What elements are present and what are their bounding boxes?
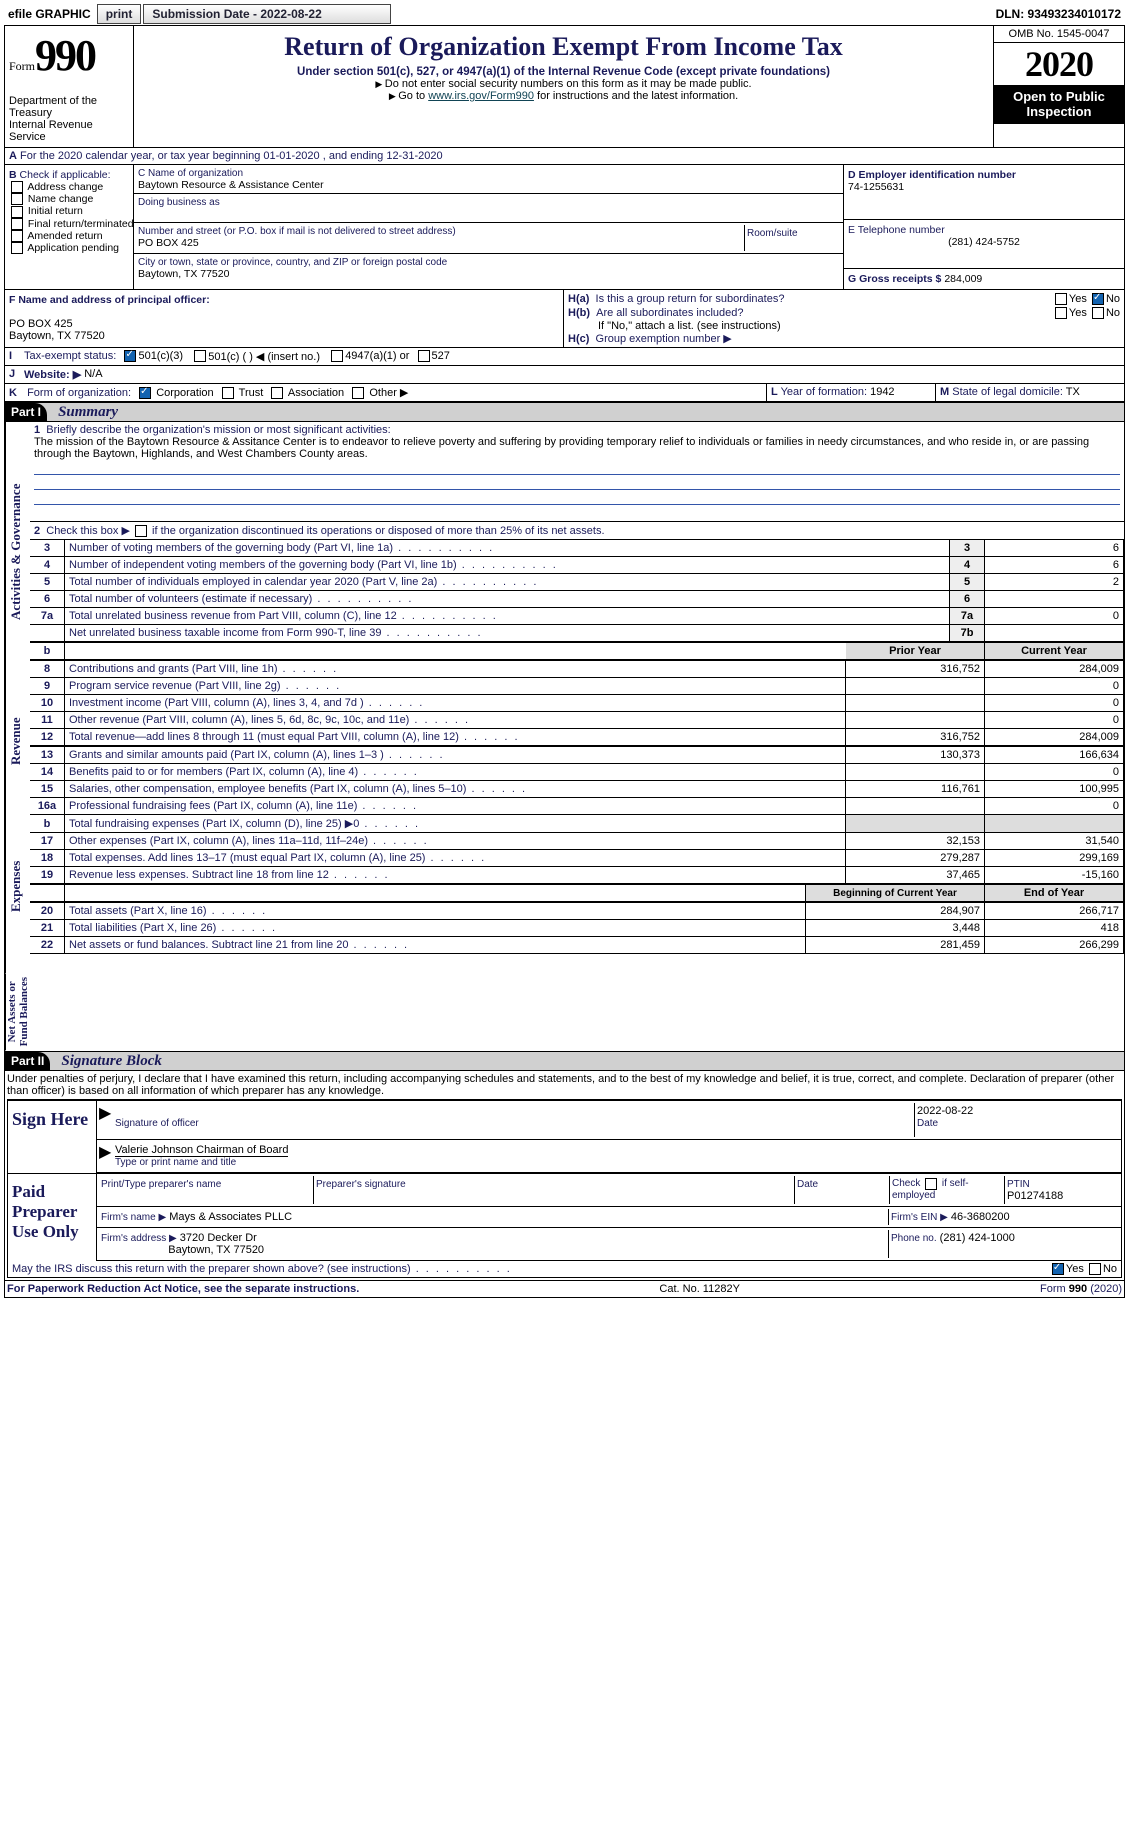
governance-rows: 3Number of voting members of the governi… bbox=[30, 539, 1124, 642]
open-public: Open to Public Inspection bbox=[994, 86, 1124, 124]
501c3-check-icon bbox=[124, 350, 136, 362]
section-c: C Name of organization Baytown Resource … bbox=[134, 165, 844, 289]
section-a: A For the 2020 calendar year, or tax yea… bbox=[5, 148, 1124, 165]
print-button[interactable]: print bbox=[97, 4, 142, 24]
gross-receipts: 284,009 bbox=[944, 273, 982, 285]
mission-text: The mission of the Baytown Resource & As… bbox=[34, 436, 1089, 460]
hint-link: Go to www.irs.gov/Form990 for instructio… bbox=[138, 90, 989, 102]
topbar: efile GRAPHIC print Submission Date - 20… bbox=[4, 4, 1125, 24]
form-container: Form990 Department of the Treasury Inter… bbox=[4, 25, 1125, 1298]
section-h: H(a) Is this a group return for subordin… bbox=[564, 290, 1124, 347]
revenue-rows: 8Contributions and grants (Part VIII, li… bbox=[30, 660, 1124, 746]
netassets-rows: 20Total assets (Part X, line 16)284,9072… bbox=[30, 902, 1124, 954]
org-name: Baytown Resource & Assistance Center bbox=[138, 179, 324, 191]
form-subtitle: Under section 501(c), 527, or 4947(a)(1)… bbox=[138, 66, 989, 78]
part1-bar: Part I Summary bbox=[5, 402, 1124, 422]
expense-rows: 13Grants and similar amounts paid (Part … bbox=[30, 746, 1124, 884]
form-header: Form990 Department of the Treasury Inter… bbox=[5, 26, 1124, 148]
vert-expenses: Expenses bbox=[5, 800, 30, 973]
dept-label: Department of the Treasury Internal Reve… bbox=[9, 95, 129, 143]
section-klm: K Form of organization: Corporation Trus… bbox=[5, 384, 1124, 402]
section-f: F Name and address of principal officer:… bbox=[5, 290, 564, 347]
part2-bar: Part II Signature Block bbox=[5, 1051, 1124, 1071]
omb-label: OMB No. 1545-0047 bbox=[994, 26, 1124, 43]
section-i: I Tax-exempt status: 501(c)(3) 501(c) ( … bbox=[5, 348, 1124, 366]
corp-check-icon bbox=[139, 387, 151, 399]
yes-check-icon bbox=[1052, 1263, 1064, 1275]
irs-link[interactable]: www.irs.gov/Form990 bbox=[428, 90, 534, 102]
signature-section: Under penalties of perjury, I declare th… bbox=[5, 1071, 1124, 1280]
paid-preparer-label: Paid Preparer Use Only bbox=[8, 1174, 97, 1261]
org-city: Baytown, TX 77520 bbox=[138, 268, 229, 280]
sign-here-label: Sign Here bbox=[8, 1101, 97, 1173]
footer: For Paperwork Reduction Act Notice, see … bbox=[5, 1280, 1124, 1297]
dln-label: DLN: 93493234010172 bbox=[996, 7, 1125, 21]
efile-label: efile GRAPHIC bbox=[4, 7, 95, 21]
org-address: PO BOX 425 bbox=[138, 237, 199, 249]
section-d: D Employer identification number 74-1255… bbox=[844, 165, 1124, 289]
row-fh: F Name and address of principal officer:… bbox=[5, 290, 1124, 348]
vert-netassets: Net Assets orFund Balances bbox=[5, 973, 30, 1050]
no-check-icon bbox=[1092, 293, 1104, 305]
officer-name: Valerie Johnson Chairman of Board bbox=[115, 1144, 288, 1157]
section-j: JWebsite: ▶ N/A bbox=[5, 366, 1124, 384]
summary-table: Activities & Governance Revenue Expenses… bbox=[5, 422, 1124, 1050]
row-bcd: B Check if applicable: Address change Na… bbox=[5, 165, 1124, 290]
vert-revenue: Revenue bbox=[5, 682, 30, 800]
ein-value: 74-1255631 bbox=[848, 181, 904, 193]
year-cell: OMB No. 1545-0047 2020 Open to Public In… bbox=[994, 26, 1124, 147]
form-number-cell: Form990 Department of the Treasury Inter… bbox=[5, 26, 134, 147]
title-cell: Return of Organization Exempt From Incom… bbox=[134, 26, 994, 147]
phone-value: (281) 424-5752 bbox=[848, 236, 1120, 248]
submission-date-button[interactable]: Submission Date - 2022-08-22 bbox=[143, 4, 391, 24]
section-b: B Check if applicable: Address change Na… bbox=[5, 165, 134, 289]
tax-year: 2020 bbox=[994, 43, 1124, 86]
vert-governance: Activities & Governance bbox=[5, 422, 30, 682]
form-title: Return of Organization Exempt From Incom… bbox=[138, 32, 989, 62]
hint-ssn: Do not enter social security numbers on … bbox=[138, 78, 989, 90]
